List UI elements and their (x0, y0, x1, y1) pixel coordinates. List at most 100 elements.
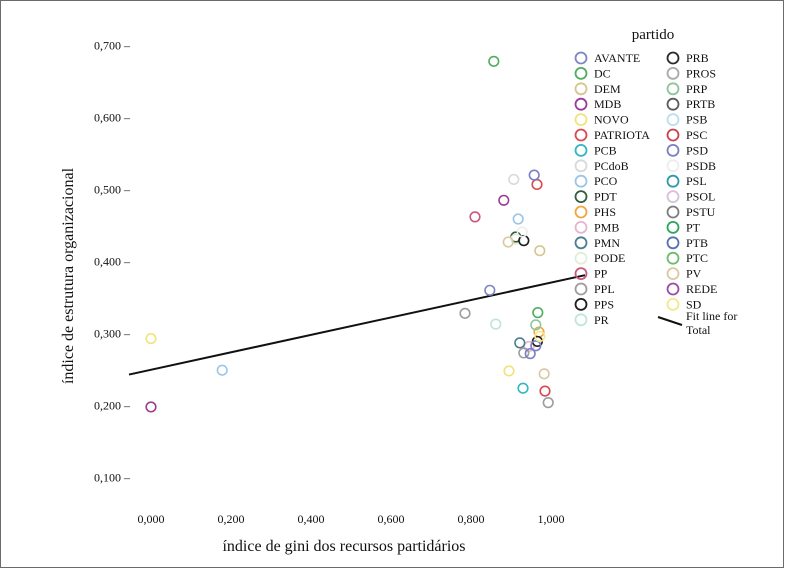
data-point-avante (484, 284, 496, 296)
legend-label-rede: REDE (686, 282, 717, 296)
y-tick-label: 0,600 – (94, 111, 131, 125)
legend-label-pmb: PMB (594, 220, 619, 234)
legend-swatch-mdb (574, 97, 588, 111)
legend-swatch-pstu (666, 205, 680, 219)
data-point-pp (469, 211, 481, 223)
legend-label-pcdob: PCdoB (594, 159, 629, 173)
x-tick-label: 0,000 (138, 512, 165, 526)
legend-label-phs: PHS (594, 205, 616, 219)
data-point-dc (488, 55, 500, 67)
data-point-pode (510, 233, 522, 245)
y-tick-label: 0,100 – (94, 471, 131, 485)
legend-swatch-ppl (574, 282, 588, 296)
legend-swatch-psb (666, 113, 680, 126)
legend-label-sd: SD (686, 297, 702, 311)
data-point-psd (528, 169, 540, 181)
legend-label-pr: PR (594, 313, 609, 327)
data-point-mdb (145, 401, 157, 413)
data-point-pv (502, 236, 514, 248)
data-point-pco (216, 364, 228, 376)
legend-title: partido (632, 27, 675, 43)
data-point-patriota (531, 178, 543, 191)
data-point-sd (534, 330, 546, 342)
legend-swatch-novo (574, 113, 588, 126)
legend-label-pmn: PMN (594, 236, 620, 250)
x-axis-title: índice de gini dos recursos partidários (222, 538, 465, 555)
y-axis-title: índice de estrutura organizacional (60, 167, 77, 384)
data-point-patriota (539, 385, 551, 397)
legend-label-novo: NOVO (594, 113, 629, 127)
legend-label-pstu: PSTU (686, 205, 716, 219)
legend-label-mdb: MDB (594, 97, 621, 111)
legend-swatch-pp (574, 267, 588, 281)
x-tick-label: 0,800 (458, 512, 485, 526)
legend-label-pt: PT (686, 220, 701, 234)
legend-swatch-pr (574, 313, 588, 327)
fit-line (128, 274, 586, 376)
data-point-novo (503, 365, 515, 377)
legend-swatch-pmn (574, 236, 588, 250)
data-point-novo (145, 332, 157, 345)
y-tick-label: 0,200 – (94, 399, 131, 413)
legend-label-ptc: PTC (686, 251, 708, 265)
legend-swatch-prb (666, 51, 680, 65)
legend-label-pps: PPS (594, 297, 614, 311)
data-point-ppl (518, 347, 530, 359)
plot-area: 0,000 0,200 0,400 0,600 0,800 1,000 0,100 – 0,2… (94, 39, 586, 526)
data-point-ppl (542, 397, 554, 409)
legend-label-prb: PRB (686, 51, 709, 65)
legend-swatch-phs (574, 205, 588, 219)
legend-label-pv: PV (686, 267, 702, 281)
legend-swatch-psl (666, 174, 680, 188)
data-point-psdb (516, 226, 528, 238)
legend-swatch-dem (574, 82, 588, 96)
legend-label-pros: PROS (686, 66, 716, 80)
legend-label-prtb: PRTB (686, 97, 715, 111)
legend-swatch-pt (666, 220, 680, 234)
legend-swatch-pode (574, 251, 588, 265)
legend-swatch-pdt (574, 190, 588, 204)
x-tick-label: 0,200 (218, 512, 245, 526)
legend-swatch-prp (666, 82, 680, 96)
data-point-psd (524, 348, 536, 360)
y-tick-label: 0,400 – (94, 255, 131, 269)
legend-label-psl: PSL (686, 174, 707, 188)
legend-swatch-pco (574, 174, 588, 188)
legend-swatch-pv (666, 267, 680, 281)
legend-swatch-avante (574, 51, 588, 65)
data-point-pr (490, 318, 502, 330)
data-point-pv (538, 368, 550, 380)
legend-label-dc: DC (594, 66, 611, 80)
y-tick-label: 0,500 – (94, 183, 131, 197)
legend-label-pdt: PDT (594, 190, 617, 204)
x-tick-label: 0,600 (378, 512, 405, 526)
legend-swatch-pcdob (574, 159, 588, 173)
legend-label-psol: PSOL (686, 190, 715, 204)
legend-fit-line-label: Fit line for Total (686, 309, 737, 337)
legend-label-dem: DEM (594, 82, 621, 96)
data-point-dem (534, 245, 546, 257)
legend-label-prp: PRP (686, 82, 708, 96)
legend-swatch-ptc (666, 251, 680, 265)
data-point-prp (530, 319, 542, 331)
legend-swatch-patriota (574, 128, 588, 142)
y-tick-label: 0,700 – (94, 39, 131, 53)
legend-swatch-pros (666, 67, 680, 80)
data-point-pcb (517, 382, 529, 394)
data-point-psd (530, 340, 542, 352)
legend-swatch-prtb (666, 97, 680, 111)
legend-label-psdb: PSDB (686, 159, 716, 173)
legend-swatch-pmb (574, 220, 588, 234)
legend-fit-line-swatch (657, 316, 683, 326)
data-point-pcdob (508, 173, 520, 186)
y-tick-label: 0,300 – (94, 327, 131, 341)
legend-label-ptb: PTB (686, 236, 708, 250)
legend-swatch-psdb (666, 159, 680, 173)
data-point-pco (512, 213, 524, 225)
legend-label-pco: PCO (594, 174, 618, 188)
legend-label-psd: PSD (686, 143, 708, 157)
legend-swatch-psd (666, 143, 680, 157)
data-point-ppl (459, 307, 471, 319)
